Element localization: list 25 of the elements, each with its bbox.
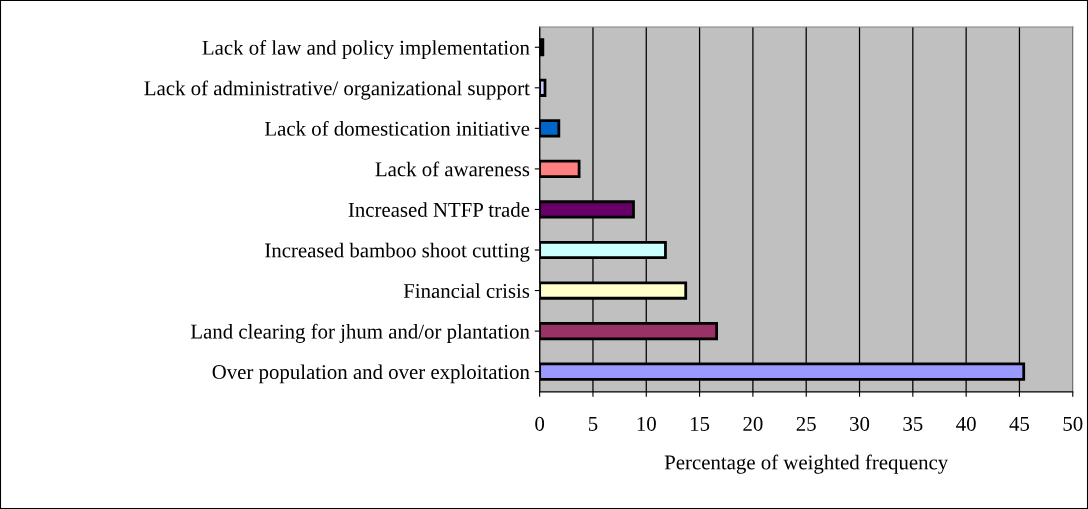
bar bbox=[539, 38, 545, 57]
y-tick-label: Financial crisis bbox=[403, 283, 530, 298]
y-tick-label: Over population and over exploitation bbox=[212, 364, 530, 384]
y-tick-label: Lack of administrative/ organizational support bbox=[144, 80, 530, 100]
x-tick-label: 45 bbox=[1009, 416, 1030, 431]
x-tick-label: 10 bbox=[637, 416, 656, 431]
bar bbox=[539, 119, 561, 138]
x-tick-label: 40 bbox=[956, 416, 976, 431]
x-tick-label: 35 bbox=[903, 416, 923, 431]
y-tick-label: Increased bamboo shoot cutting bbox=[265, 242, 530, 262]
x-axis-title: Percentage of weighted frequency bbox=[664, 454, 949, 474]
bar bbox=[539, 159, 581, 178]
x-tick-label: 50 bbox=[1063, 416, 1083, 431]
y-tick-label: Lack of domestication initiative bbox=[264, 120, 530, 136]
y-tick-label: Increased NTFP trade bbox=[348, 202, 530, 217]
y-tick-label: Lack of awareness bbox=[375, 161, 530, 177]
bar bbox=[539, 78, 547, 97]
x-tick-label: 25 bbox=[796, 416, 816, 431]
x-tick-label: 0 bbox=[535, 416, 545, 431]
y-tick-label: Land clearing for jhum and/or plantation bbox=[190, 323, 530, 343]
x-tick-label: 5 bbox=[588, 417, 598, 431]
x-tick-label: 20 bbox=[743, 416, 763, 431]
x-tick-label: 15 bbox=[691, 416, 710, 431]
x-tick-label: 30 bbox=[850, 416, 870, 431]
y-tick-label: Lack of law and policy implementation bbox=[202, 39, 530, 60]
